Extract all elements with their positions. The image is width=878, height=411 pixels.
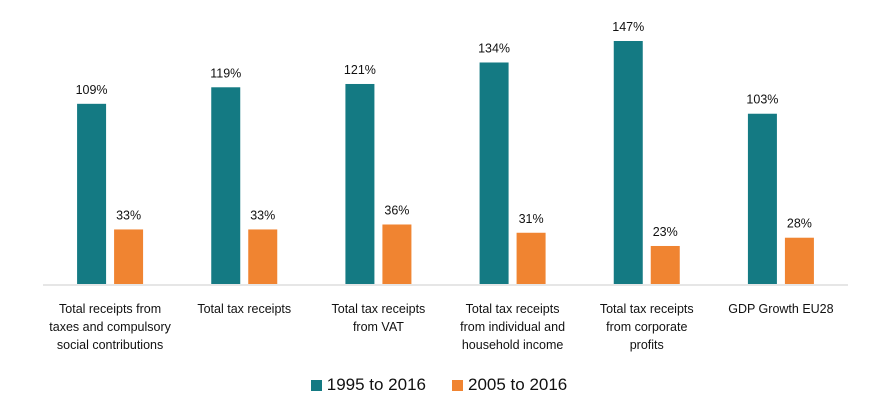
data-label: 23% xyxy=(653,225,678,239)
bar-1995-2016 xyxy=(613,41,643,284)
data-label: 119% xyxy=(210,66,241,80)
legend-swatch-orange xyxy=(452,379,463,391)
x-tick-label: GDP Growth EU28 xyxy=(728,302,834,316)
bar-1995-2016 xyxy=(747,113,777,284)
data-label: 31% xyxy=(519,212,544,226)
bar-1995-2016 xyxy=(345,83,375,285)
bar-2005-2016 xyxy=(784,237,814,284)
data-label: 121% xyxy=(344,63,376,77)
bar-1995-2016 xyxy=(479,62,509,285)
legend: 1995 to 2016 2005 to 2016 xyxy=(0,375,878,395)
data-label: 36% xyxy=(384,203,409,217)
legend-label: 1995 to 2016 xyxy=(326,375,426,394)
bar-2005-2016 xyxy=(516,232,546,284)
data-label: 33% xyxy=(250,208,275,222)
x-tick-label: Total tax receipts from VAT xyxy=(331,302,426,334)
legend-label: 2005 to 2016 xyxy=(468,375,568,394)
bar-1995-2016 xyxy=(211,87,241,285)
data-label: 28% xyxy=(787,217,812,231)
legend-item-2005-2016: 2005 to 2016 xyxy=(452,375,567,395)
x-tick-label: Total receipts from taxes and compulsory s… xyxy=(49,302,171,352)
x-tick-label: Total tax receipts xyxy=(197,302,292,316)
data-label: 134% xyxy=(478,41,510,55)
data-label: 147% xyxy=(612,20,644,34)
bar-2005-2016 xyxy=(382,224,412,284)
legend-item-1995-2016: 1995 to 2016 xyxy=(310,375,426,395)
bar-2005-2016 xyxy=(248,229,278,284)
legend-swatch-teal xyxy=(310,379,322,391)
x-tick-label: Total tax receipts from individual and hou… xyxy=(460,302,566,352)
bar-2005-2016 xyxy=(650,245,680,284)
data-label: 33% xyxy=(116,208,141,222)
data-label: 109% xyxy=(76,83,108,97)
bar-1995-2016 xyxy=(77,103,107,284)
bar-2005-2016 xyxy=(114,229,144,284)
x-tick-label: Total tax receipts from corporate profits xyxy=(599,302,694,352)
data-label: 103% xyxy=(746,93,778,107)
